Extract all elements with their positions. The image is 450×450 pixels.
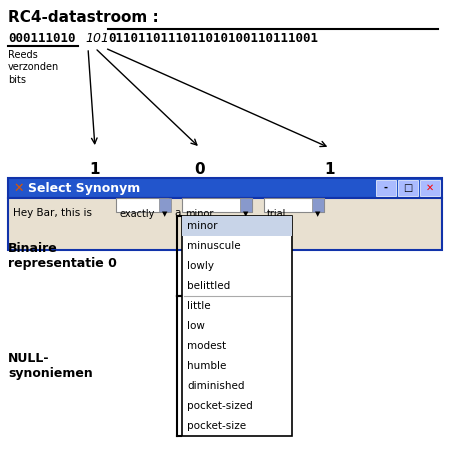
Text: Select Synonym: Select Synonym [28,182,140,195]
Text: Hey Bar, this is: Hey Bar, this is [13,208,92,218]
Bar [238,226,288,240]
Text: low: low [187,321,205,331]
Text: ✕: ✕ [426,183,434,193]
Bar [264,198,324,212]
Text: Submit: Submit [246,229,280,239]
Text: exactly: exactly [119,209,154,219]
Text: NULL-
synoniemen: NULL- synoniemen [8,352,93,380]
Bar [182,216,292,436]
Text: Cancel: Cancel [193,229,225,239]
Text: little: little [187,301,211,311]
Bar [420,180,440,196]
Text: 000111010: 000111010 [8,32,76,45]
Bar [182,198,252,212]
Text: □: □ [403,183,413,193]
Text: humble: humble [187,361,226,371]
Bar [184,226,234,240]
Bar [8,178,442,198]
Bar [116,198,168,212]
Text: belittled: belittled [187,281,230,291]
Bar [8,198,442,250]
Text: modest: modest [187,341,226,351]
Bar [376,180,396,196]
Text: minor: minor [187,221,217,231]
Text: -: - [384,183,388,193]
Text: Binaire
representatie 0: Binaire representatie 0 [8,242,117,270]
Text: diminished: diminished [187,381,244,391]
Text: ✕: ✕ [13,182,23,195]
Text: 0: 0 [195,162,205,177]
Text: pocket-size: pocket-size [187,421,246,431]
Text: 1: 1 [325,162,335,177]
Text: ▼: ▼ [243,211,249,217]
Bar [312,198,324,212]
Text: 1: 1 [90,162,100,177]
Text: trial: trial [267,209,286,219]
Text: ▼: ▼ [315,211,321,217]
Bar [182,216,292,236]
Text: ▼: ▼ [162,211,168,217]
Bar [398,180,418,196]
Bar [240,198,252,212]
Text: lowly: lowly [187,261,214,271]
Text: minor: minor [185,209,213,219]
Text: Reeds
verzonden
bits: Reeds verzonden bits [8,50,59,85]
Text: RC4-datastroom :: RC4-datastroom : [8,10,159,25]
Text: a: a [174,208,180,218]
Text: minuscule: minuscule [187,241,241,251]
Text: pocket-sized: pocket-sized [187,401,253,411]
Text: 101: 101 [85,32,109,45]
Bar [159,198,171,212]
Text: 0110110111011010100110111001: 0110110111011010100110111001 [108,32,318,45]
